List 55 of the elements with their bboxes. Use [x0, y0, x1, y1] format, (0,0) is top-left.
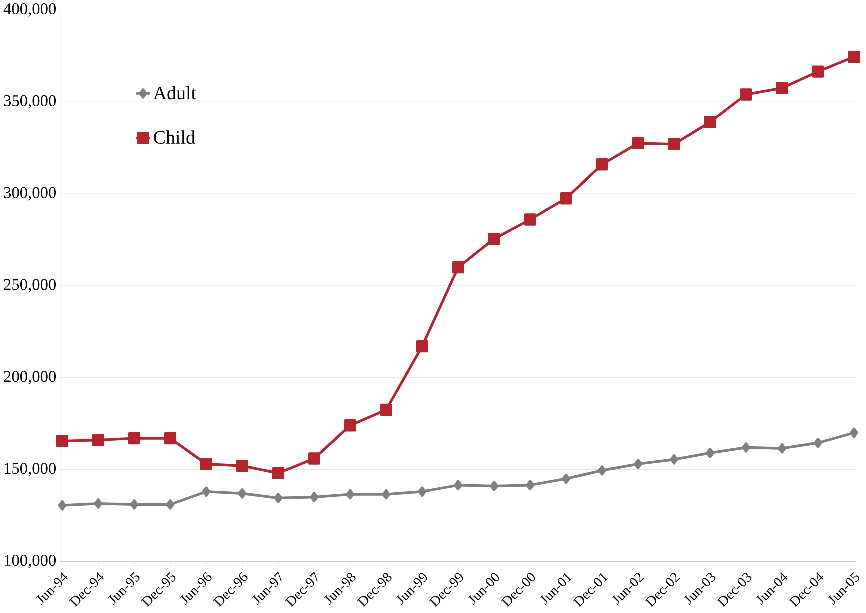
point	[274, 493, 283, 504]
point	[56, 435, 69, 448]
point	[562, 474, 571, 484]
y-tick-label: 200,000	[4, 371, 56, 385]
point	[346, 490, 355, 500]
point	[452, 262, 464, 274]
point	[776, 82, 788, 94]
y-tick-label: 300,000	[4, 187, 56, 201]
point	[850, 428, 858, 438]
point	[130, 500, 139, 510]
point	[526, 480, 535, 491]
point	[488, 233, 500, 246]
y-tick-label: 400,000	[4, 4, 56, 17]
point	[236, 460, 249, 472]
point	[740, 88, 752, 101]
point	[848, 51, 860, 64]
y-tick-label: 150,000	[4, 463, 56, 477]
point	[814, 438, 822, 448]
point	[634, 459, 642, 470]
point	[382, 490, 391, 500]
point	[632, 137, 644, 150]
point	[812, 66, 824, 78]
point	[238, 488, 247, 499]
point	[310, 492, 319, 503]
point	[202, 486, 211, 498]
legend-label: Adult	[154, 86, 196, 100]
point	[344, 420, 356, 432]
point	[58, 500, 67, 511]
point	[92, 434, 105, 447]
point	[308, 452, 320, 465]
point	[778, 444, 786, 454]
point	[200, 458, 213, 470]
y-tick-label: 100,000	[4, 555, 56, 568]
point	[706, 448, 714, 458]
point	[560, 192, 572, 205]
y-tick-label: 350,000	[4, 96, 56, 109]
point	[670, 454, 678, 465]
point	[596, 158, 608, 171]
point	[164, 432, 177, 445]
point	[272, 467, 285, 480]
point	[524, 214, 536, 226]
point	[166, 500, 175, 510]
point	[490, 481, 499, 492]
point	[742, 442, 750, 453]
y-tick-label: 250,000	[4, 279, 56, 293]
point	[418, 486, 427, 498]
point	[380, 404, 392, 416]
legend-label: Child	[154, 130, 196, 144]
point	[94, 498, 103, 509]
point	[416, 340, 428, 353]
point	[704, 116, 716, 128]
point	[128, 432, 141, 445]
point	[668, 138, 680, 151]
point	[598, 466, 606, 476]
point	[454, 480, 463, 491]
